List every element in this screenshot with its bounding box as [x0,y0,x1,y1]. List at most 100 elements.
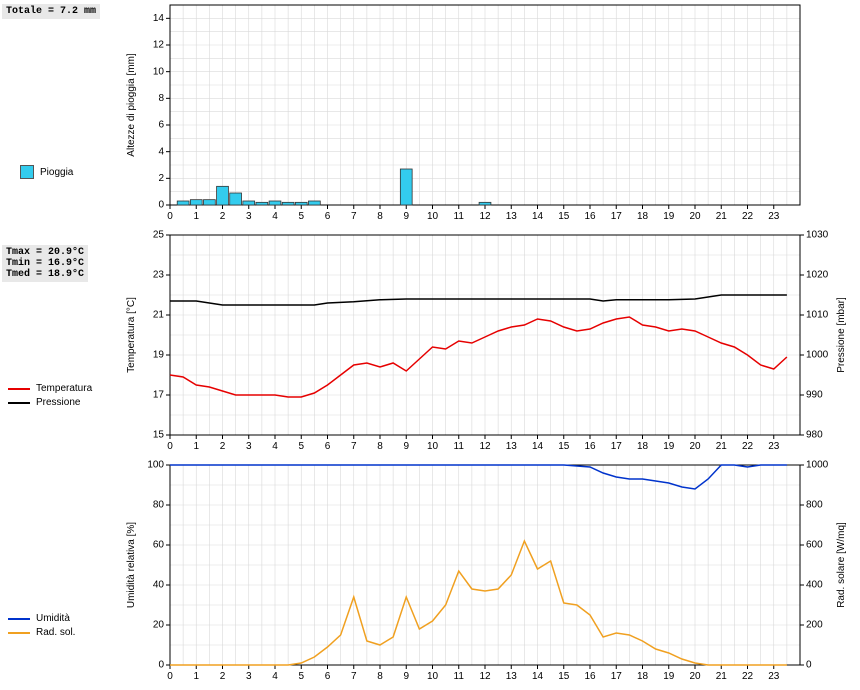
svg-text:1020: 1020 [806,270,829,281]
svg-text:800: 800 [806,500,823,511]
svg-text:12: 12 [479,211,491,222]
legend-label: Umidità [36,613,70,624]
svg-text:980: 980 [806,430,823,441]
svg-text:21: 21 [153,310,165,321]
svg-text:10: 10 [427,671,439,682]
svg-text:16: 16 [584,211,596,222]
svg-text:14: 14 [153,13,165,24]
svg-text:Pressione [mbar]: Pressione [mbar] [836,297,847,373]
svg-text:18: 18 [637,671,649,682]
legend-pressione: Pressione [8,397,80,408]
svg-text:6: 6 [325,441,331,452]
svg-text:0: 0 [158,200,164,211]
svg-text:20: 20 [689,671,701,682]
svg-text:19: 19 [663,441,675,452]
svg-text:3: 3 [246,211,252,222]
svg-text:8: 8 [158,93,164,104]
svg-text:13: 13 [506,671,518,682]
svg-text:25: 25 [153,230,165,241]
svg-text:22: 22 [742,671,754,682]
svg-text:80: 80 [153,500,165,511]
svg-text:Altezze di pioggia [mm]: Altezze di pioggia [mm] [126,53,137,157]
svg-text:2: 2 [158,173,164,184]
svg-text:11: 11 [454,211,465,222]
svg-text:0: 0 [167,671,173,682]
svg-text:1000: 1000 [806,460,829,471]
svg-text:13: 13 [506,441,518,452]
svg-text:2: 2 [220,441,226,452]
svg-text:21: 21 [716,671,728,682]
svg-text:5: 5 [298,441,304,452]
svg-text:4: 4 [158,146,164,157]
legend-radsol: Rad. sol. [8,627,75,638]
svg-text:2: 2 [220,211,226,222]
legend-umidita: Umidità [8,613,70,624]
svg-text:4: 4 [272,671,278,682]
pressione-swatch [8,402,30,404]
svg-text:12: 12 [479,441,491,452]
svg-text:40: 40 [153,580,165,591]
svg-text:21: 21 [716,441,728,452]
svg-text:1030: 1030 [806,230,829,241]
rain-chart: 0246810121401234567891011121314151617181… [120,0,860,222]
svg-text:9: 9 [403,441,409,452]
svg-text:3: 3 [246,441,252,452]
svg-text:21: 21 [716,211,728,222]
svg-text:4: 4 [272,441,278,452]
svg-text:600: 600 [806,540,823,551]
rain-total-info: Totale = 7.2 mm [2,4,100,19]
svg-text:10: 10 [427,211,439,222]
svg-text:1: 1 [193,211,199,222]
legend-label: Pressione [36,397,80,408]
svg-text:15: 15 [558,211,570,222]
svg-text:Temperatura [°C]: Temperatura [°C] [126,297,137,373]
svg-text:1: 1 [193,671,199,682]
svg-text:23: 23 [768,211,780,222]
svg-text:14: 14 [532,671,544,682]
svg-text:1: 1 [193,441,199,452]
svg-text:18: 18 [637,211,649,222]
svg-text:19: 19 [153,350,165,361]
legend-label: Temperatura [36,383,92,394]
svg-text:14: 14 [532,211,544,222]
svg-text:13: 13 [506,211,518,222]
svg-text:8: 8 [377,671,383,682]
svg-text:1000: 1000 [806,350,829,361]
svg-text:12: 12 [479,671,491,682]
svg-text:Rad. solare [W/mq]: Rad. solare [W/mq] [836,522,847,608]
legend-label: Rad. sol. [36,627,75,638]
svg-text:10: 10 [427,441,439,452]
svg-text:23: 23 [768,671,780,682]
svg-text:22: 22 [742,211,754,222]
legend-temperatura: Temperatura [8,383,92,394]
svg-text:14: 14 [532,441,544,452]
svg-text:7: 7 [351,671,357,682]
svg-text:400: 400 [806,580,823,591]
svg-text:2: 2 [220,671,226,682]
svg-text:6: 6 [325,211,331,222]
svg-text:7: 7 [351,211,357,222]
umidita-swatch [8,618,30,620]
svg-text:19: 19 [663,211,675,222]
svg-text:16: 16 [584,441,596,452]
svg-text:17: 17 [611,211,623,222]
svg-text:10: 10 [153,66,165,77]
svg-text:Umidità relativa [%]: Umidità relativa [%] [126,522,137,608]
svg-text:11: 11 [454,441,465,452]
svg-text:19: 19 [663,671,675,682]
svg-text:990: 990 [806,390,823,401]
svg-text:7: 7 [351,441,357,452]
svg-text:1010: 1010 [806,310,829,321]
svg-text:4: 4 [272,211,278,222]
svg-text:20: 20 [689,441,701,452]
svg-text:18: 18 [637,441,649,452]
radsol-swatch [8,632,30,634]
svg-text:20: 20 [153,620,165,631]
svg-text:23: 23 [153,270,165,281]
svg-text:8: 8 [377,441,383,452]
svg-text:11: 11 [454,671,465,682]
svg-text:6: 6 [158,120,164,131]
svg-text:6: 6 [325,671,331,682]
temp-stats-info: Tmax = 20.9°C Tmin = 16.9°C Tmed = 18.9°… [2,245,88,282]
svg-text:22: 22 [742,441,754,452]
